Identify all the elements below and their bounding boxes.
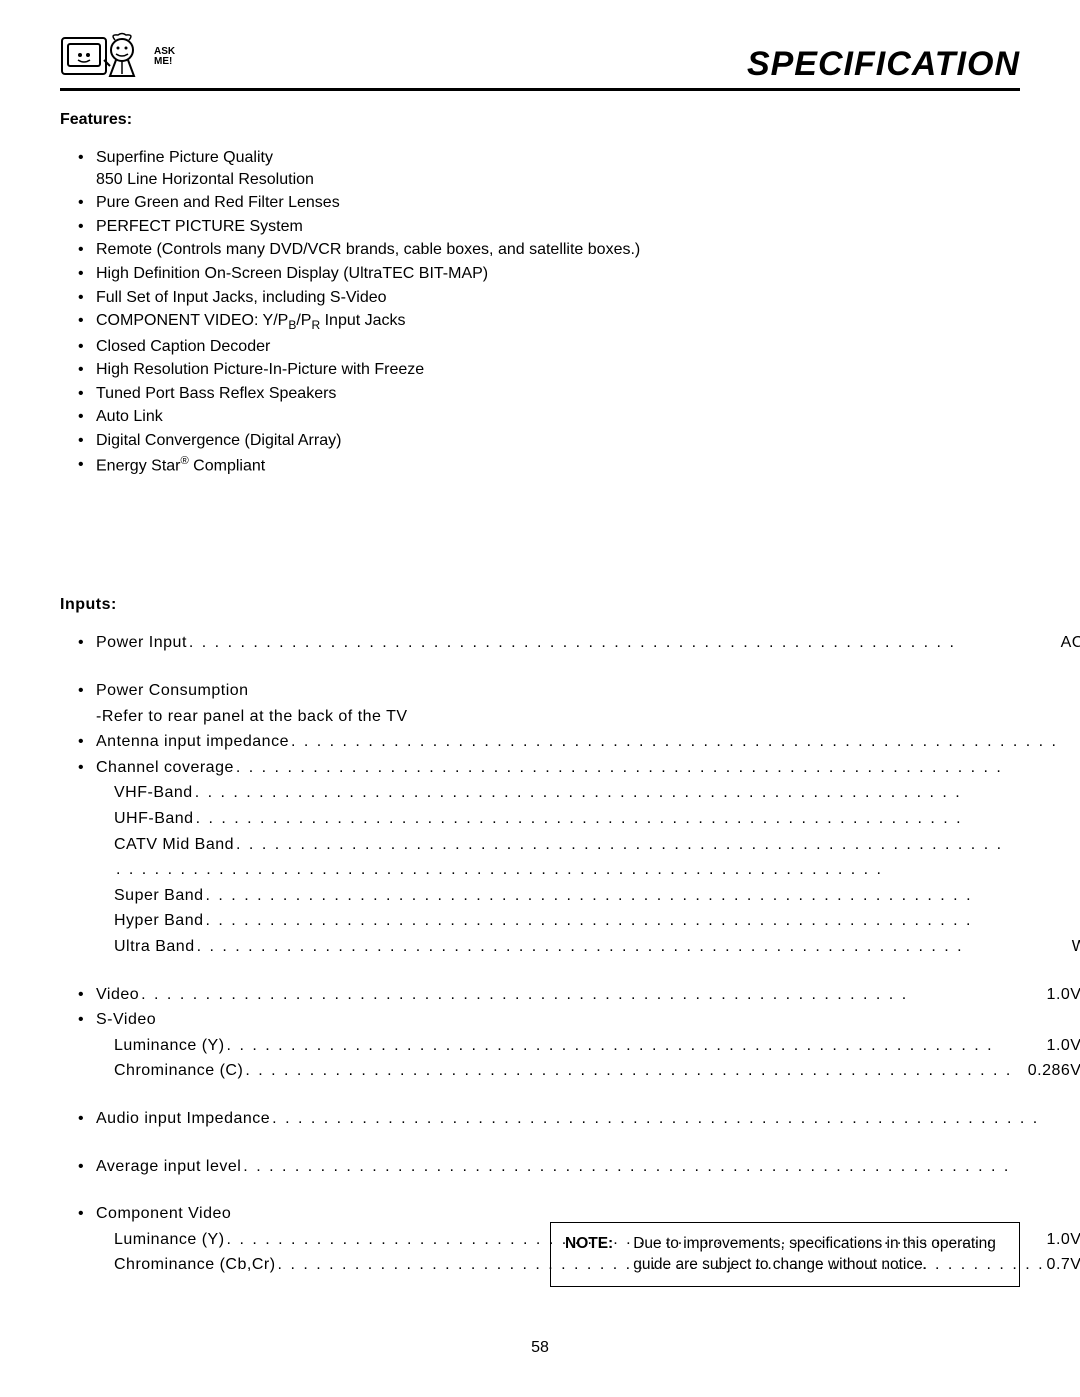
features-section: Features: Superfine Picture Quality850 L… [60,111,1020,476]
input-row: Average input level . . . . . . . . . . … [78,1156,1080,1178]
features-label: Features: [60,111,1020,129]
input-row: Power Input . . . . . . . . . . . . . . … [78,632,1080,654]
page-header: ASK ME! SPECIFICATION [60,30,1020,91]
inputs-column: Inputs: Power Input . . . . . . . . . . … [60,596,1080,1279]
feature-item: High Definition On-Screen Display (Ultra… [78,263,1020,285]
feature-item: Pure Green and Red Filter Lenses [78,192,1020,214]
input-row: UHF-Band . . . . . . . . . . . . . . . .… [96,808,1080,830]
ask-me-icon [60,30,150,84]
feature-item: Full Set of Input Jacks, including S-Vid… [78,287,1020,309]
input-row: S-Video [78,1009,1080,1031]
input-row: Power Consumption [78,680,1080,702]
input-row: Chrominance (C) . . . . . . . . . . . . … [96,1060,1080,1082]
feature-item: Superfine Picture Quality850 Line Horizo… [78,147,1020,190]
feature-item: Tuned Port Bass Reflex Speakers [78,383,1020,405]
page-title: SPECIFICATION [747,45,1020,84]
inputs-list: Power Input . . . . . . . . . . . . . . … [60,632,1080,1275]
input-row: VHF-Band . . . . . . . . . . . . . . . .… [96,782,1080,804]
feature-item: COMPONENT VIDEO: Y/PB/PR Input Jacks [78,310,1020,333]
input-row: Antenna input impedance . . . . . . . . … [78,731,1080,753]
feature-item: Auto Link [78,406,1020,428]
input-row: . . . . . . . . . . . . . . . . . . . . … [96,859,1080,881]
input-row: Channel coverage . . . . . . . . . . . .… [78,757,1080,779]
feature-item: Energy Star® Compliant [78,454,1020,477]
logo: ASK ME! [60,30,175,84]
input-row: Audio input Impedance . . . . . . . . . … [78,1108,1080,1130]
logo-text: ASK ME! [154,47,175,67]
feature-item: PERFECT PICTURE System [78,216,1020,238]
feature-item: Digital Convergence (Digital Array) [78,430,1020,452]
input-row: Video . . . . . . . . . . . . . . . . . … [78,984,1080,1006]
note-text: Due to improvements, specifications in t… [633,1233,1005,1276]
page-number: 58 [0,1339,1080,1357]
input-row: Luminance (Y) . . . . . . . . . . . . . … [96,1035,1080,1057]
feature-item: Closed Caption Decoder [78,336,1020,358]
feature-item: Remote (Controls many DVD/VCR brands, ca… [78,239,1020,261]
input-row: CATV Mid Band . . . . . . . . . . . . . … [96,834,1080,856]
input-row: -Refer to rear panel at the back of the … [78,706,1080,728]
two-column-layout: Inputs: Power Input . . . . . . . . . . … [60,596,1020,1279]
feature-item: High Resolution Picture-In-Picture with … [78,359,1020,381]
inputs-label: Inputs: [60,596,1080,614]
note-label: NOTE: [565,1233,613,1276]
features-list: Superfine Picture Quality850 Line Horizo… [60,147,1020,476]
note-box: NOTE: Due to improvements, specification… [550,1222,1020,1287]
input-row: Super Band . . . . . . . . . . . . . . .… [96,885,1080,907]
input-row: Ultra Band . . . . . . . . . . . . . . .… [96,936,1080,958]
feature-subtext: 850 Line Horizontal Resolution [96,169,1020,191]
input-row: Hyper Band . . . . . . . . . . . . . . .… [96,910,1080,932]
